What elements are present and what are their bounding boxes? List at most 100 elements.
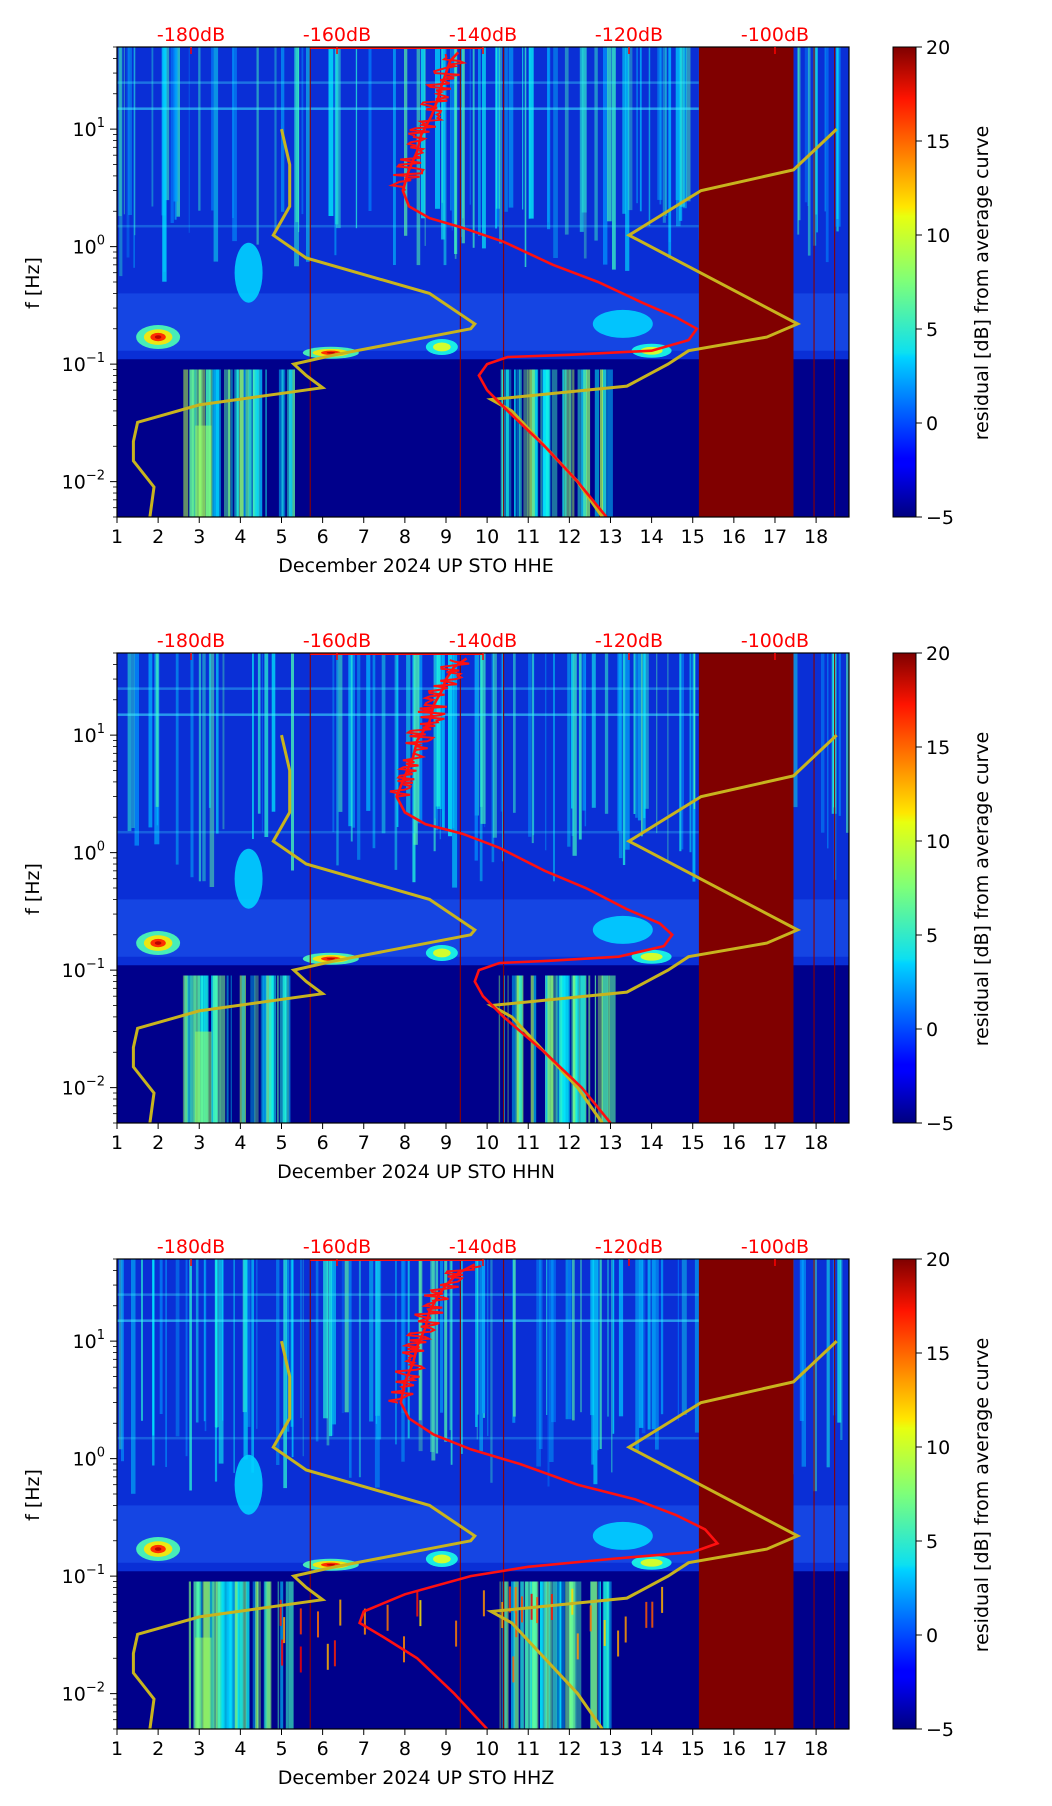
top-axis-label: -180dB <box>157 1236 225 1258</box>
noise-strip <box>294 47 299 267</box>
low-frequency-burst <box>257 1581 259 1729</box>
transient-spike <box>651 1601 654 1628</box>
noise-strip <box>155 653 159 807</box>
average-psd-curve-detail <box>388 53 468 192</box>
noise-strip <box>492 653 497 838</box>
x-tick-label: 13 <box>598 526 622 548</box>
transient-spike <box>455 1620 458 1647</box>
noise-strip <box>604 653 609 814</box>
noise-strip <box>151 47 154 207</box>
transient-spike <box>326 1643 329 1670</box>
low-frequency-burst <box>565 1581 572 1729</box>
low-frequency-burst <box>288 369 293 517</box>
low-frequency-burst <box>514 369 516 517</box>
low-frequency-burst <box>607 975 610 1123</box>
transient-spike <box>299 1646 302 1673</box>
noise-strip <box>461 1259 463 1454</box>
x-tick-label: 5 <box>275 1132 287 1154</box>
low-frequency-burst <box>211 1581 215 1729</box>
noise-strip <box>189 1259 192 1491</box>
noise-strip <box>474 653 478 861</box>
noise-strip <box>482 1259 486 1414</box>
colorbar-label: residual [dB] from average curve <box>971 732 993 1047</box>
low-frequency-burst <box>187 975 191 1123</box>
low-frequency-burst <box>552 1581 557 1729</box>
low-frequency-burst <box>187 975 193 1123</box>
low-frequency-burst <box>504 1581 509 1729</box>
x-tick-label: 6 <box>317 526 329 548</box>
noise-strip <box>202 653 206 882</box>
y-axis-title: f [Hz] <box>22 1469 44 1521</box>
noise-strip <box>164 47 170 201</box>
low-frequency-burst <box>237 1581 243 1729</box>
new-high-noise-model-curve <box>486 128 838 517</box>
noise-strip <box>655 1259 659 1450</box>
noise-strip <box>222 653 225 830</box>
y-tick-label: 101 <box>73 722 105 747</box>
noise-strip <box>283 1259 287 1489</box>
low-frequency-burst <box>572 975 579 1123</box>
transient-spike <box>283 1617 286 1644</box>
noise-strip <box>618 1259 624 1417</box>
noise-strip <box>490 1259 493 1483</box>
noise-strip <box>185 1259 188 1457</box>
low-frequency-burst <box>212 975 218 1123</box>
x-tick-label: 13 <box>598 1132 622 1154</box>
noise-strip <box>252 653 254 839</box>
noise-strip <box>355 47 358 229</box>
top-axis-label: -120dB <box>595 1236 663 1258</box>
noise-strip <box>350 653 353 842</box>
colorbar <box>892 46 917 518</box>
low-frequency-burst <box>263 1581 268 1729</box>
low-frequency-burst <box>562 369 566 517</box>
harmonic-line <box>117 224 699 228</box>
noise-strip <box>276 1259 280 1465</box>
low-frequency-burst <box>233 369 240 517</box>
low-frequency-burst <box>571 975 576 1123</box>
noise-strip <box>825 47 829 263</box>
noise-strip <box>285 1259 287 1423</box>
noise-strip <box>639 47 642 212</box>
noise-strip <box>679 653 682 852</box>
low-frequency-burst <box>234 1581 238 1729</box>
colorbar-tick-label: −5 <box>926 507 954 529</box>
x-tick-label: 3 <box>193 526 205 548</box>
low-frequency-burst <box>239 1581 247 1729</box>
noise-strip <box>208 653 211 808</box>
top-axis-label: -100dB <box>741 1236 809 1258</box>
x-tick-label: 17 <box>763 1738 787 1760</box>
noise-strip <box>827 653 829 849</box>
colorbar-tick-label: 0 <box>926 1019 938 1041</box>
noise-strip <box>271 653 276 812</box>
microseism-blob <box>154 941 162 945</box>
noise-strip <box>656 653 658 834</box>
noise-strip <box>431 1259 436 1461</box>
low-frequency-burst <box>220 1581 227 1729</box>
noise-strip <box>477 1259 479 1415</box>
noise-strip <box>572 653 577 856</box>
low-frequency-burst <box>226 975 229 1123</box>
noise-strip <box>539 1259 543 1449</box>
low-frequency-burst <box>603 369 607 517</box>
harmonic-line <box>117 713 699 716</box>
noise-strip <box>475 1259 478 1427</box>
noise-strip <box>198 47 201 211</box>
low-frequency-burst <box>219 975 226 1123</box>
noise-strip <box>295 47 299 223</box>
noise-strip <box>435 1259 439 1454</box>
noise-strip <box>599 1259 602 1449</box>
noise-strip <box>804 47 808 203</box>
noise-strip <box>625 47 630 271</box>
noise-strip <box>454 47 457 259</box>
top-axis-label: -100dB <box>741 630 809 652</box>
low-frequency-burst <box>545 975 547 1123</box>
microseism-blob <box>154 335 162 339</box>
low-frequency-burst <box>507 975 509 1123</box>
transient-spike <box>514 1587 517 1614</box>
low-frequency-burst <box>576 975 578 1123</box>
noise-strip <box>524 47 527 267</box>
low-frequency-burst <box>182 975 188 1123</box>
transient-spike <box>576 1633 579 1660</box>
harmonic-line <box>117 107 699 110</box>
noise-strip <box>591 1259 594 1465</box>
